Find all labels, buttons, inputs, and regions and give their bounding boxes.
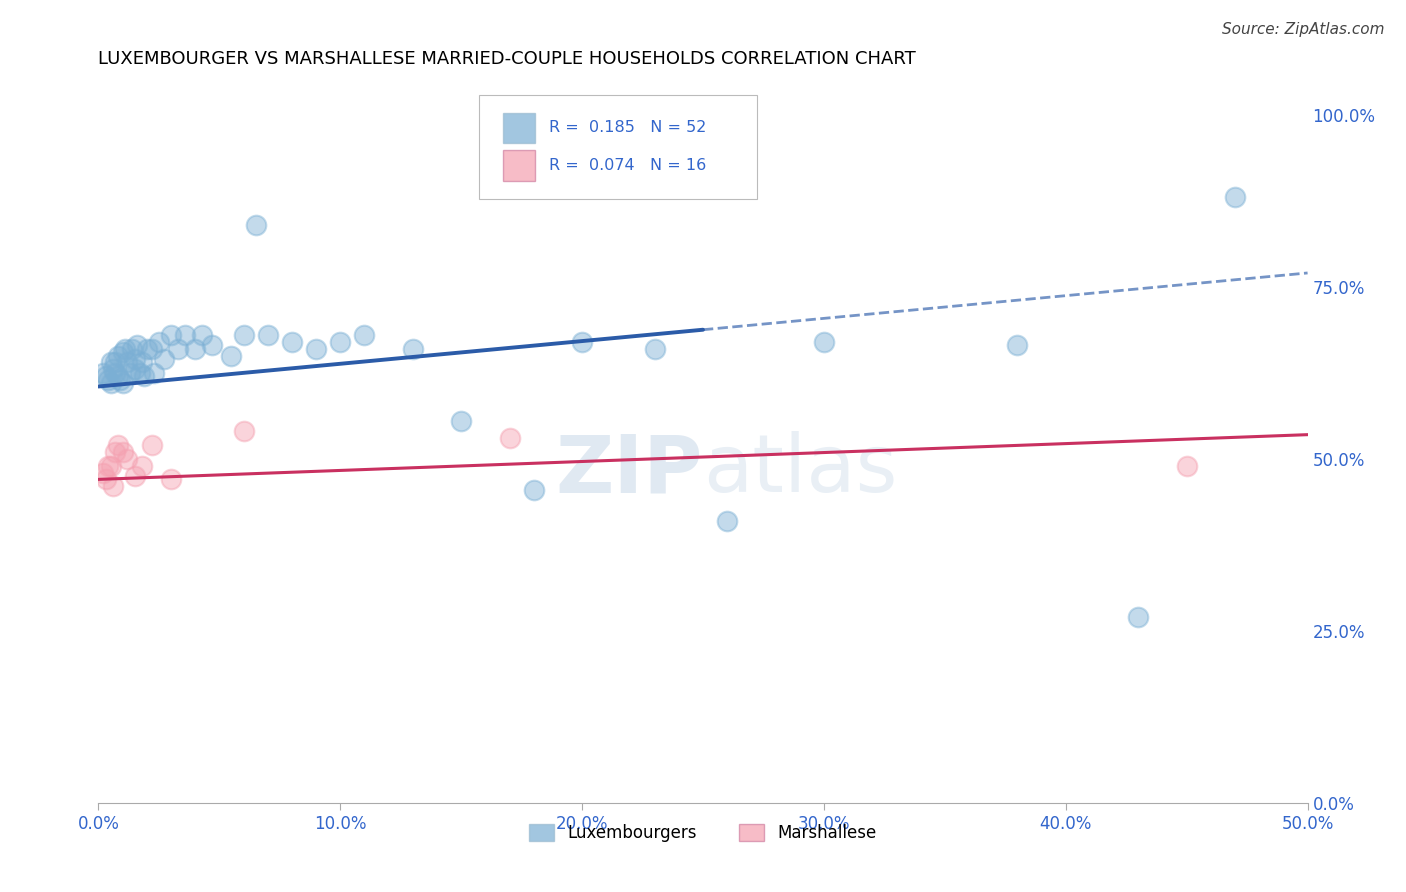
FancyBboxPatch shape [503,112,534,143]
Point [111,445,134,459]
FancyBboxPatch shape [479,95,758,200]
Point [104,366,127,380]
Point [813,334,835,349]
FancyBboxPatch shape [503,151,534,181]
Point [160,327,183,342]
Point [101,479,124,493]
Point [117,355,139,369]
Point [256,327,278,342]
Point [1175,458,1198,473]
Text: LUXEMBOURGER VS MARSHALLESE MARRIED-COUPLE HOUSEHOLDS CORRELATION CHART: LUXEMBOURGER VS MARSHALLESE MARRIED-COUP… [98,50,917,68]
Point [160,472,183,486]
Point [135,342,157,356]
Point [305,342,328,356]
Point [131,458,153,473]
Point [201,338,224,352]
Point [118,366,141,380]
Point [101,362,124,376]
Point [152,351,174,366]
Point [91,366,114,380]
Point [232,327,254,342]
Point [141,342,163,356]
Point [184,342,207,356]
Point [124,362,146,376]
Point [191,327,214,342]
Point [134,369,156,384]
Point [104,355,127,369]
Point [644,342,666,356]
Point [498,431,520,445]
Point [1007,338,1029,352]
Point [104,445,127,459]
Point [94,369,117,384]
Point [232,424,254,438]
Point [114,342,136,356]
Point [108,373,131,387]
Point [131,355,153,369]
Point [1128,610,1150,624]
Point [107,349,129,363]
Text: R =  0.074   N = 16: R = 0.074 N = 16 [550,158,707,173]
Legend: Luxembourgers, Marshallese: Luxembourgers, Marshallese [523,817,883,848]
Point [281,334,304,349]
Point [141,438,163,452]
Text: Source: ZipAtlas.com: Source: ZipAtlas.com [1222,22,1385,37]
Text: ZIP: ZIP [555,432,703,509]
Point [245,218,267,232]
Point [167,342,190,356]
Point [100,458,122,473]
Point [107,438,129,452]
Point [91,466,114,480]
Point [117,451,139,466]
Point [221,349,243,363]
Point [107,369,129,384]
Point [402,342,425,356]
Point [100,376,122,390]
Point [353,327,375,342]
Point [128,366,150,380]
Text: atlas: atlas [703,432,897,509]
Point [127,338,149,352]
Point [148,334,170,349]
Point [716,514,738,528]
Point [94,472,117,486]
Point [571,334,593,349]
Point [143,366,166,380]
Point [450,414,472,428]
Point [100,355,122,369]
Text: R =  0.185   N = 52: R = 0.185 N = 52 [550,120,707,136]
Point [1223,190,1246,204]
Point [124,469,146,483]
Point [329,334,352,349]
Point [174,327,197,342]
Point [97,458,120,473]
Point [111,345,134,359]
Point [124,351,146,366]
Point [111,376,134,390]
Point [121,342,143,356]
Point [97,373,120,387]
Point [523,483,546,497]
